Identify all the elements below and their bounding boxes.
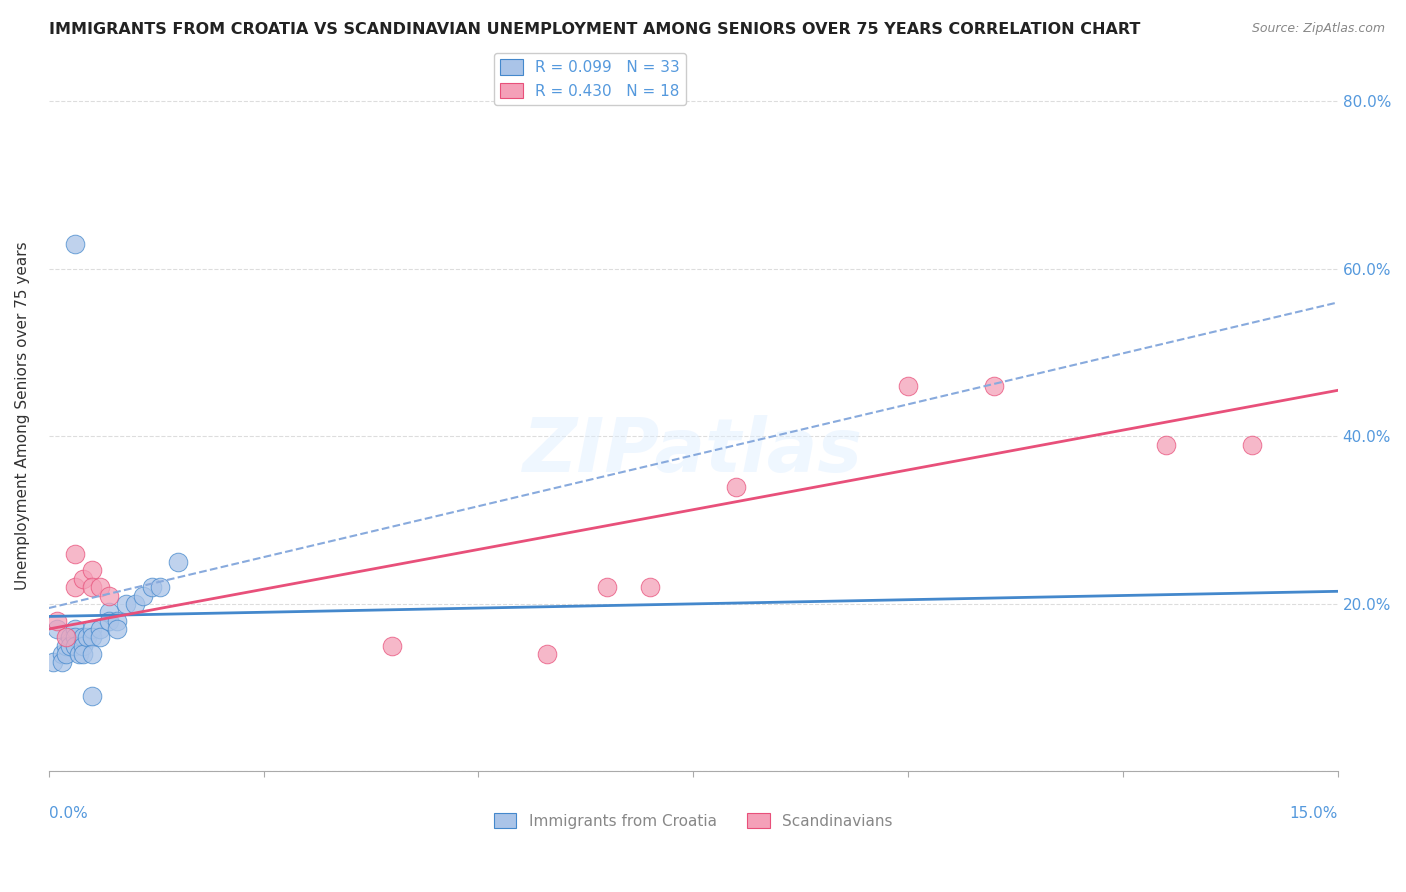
Point xyxy=(80,580,103,594)
Point xyxy=(80,689,103,703)
Point xyxy=(63,631,86,645)
Point xyxy=(1154,438,1177,452)
Point xyxy=(80,647,103,661)
Point xyxy=(67,647,90,661)
Point xyxy=(1240,438,1263,452)
Point xyxy=(107,614,129,628)
Point xyxy=(46,622,69,636)
Point xyxy=(107,622,129,636)
Point xyxy=(983,379,1005,393)
Point xyxy=(166,555,188,569)
Point xyxy=(149,580,172,594)
Point xyxy=(115,597,138,611)
Point xyxy=(63,622,86,636)
Point xyxy=(89,580,111,594)
Text: 0.0%: 0.0% xyxy=(49,805,87,821)
Point xyxy=(55,631,77,645)
Point xyxy=(55,639,77,653)
Point xyxy=(63,580,86,594)
Point xyxy=(596,580,619,594)
Point xyxy=(89,622,111,636)
Point xyxy=(51,656,73,670)
Point xyxy=(55,647,77,661)
Point xyxy=(536,647,558,661)
Point xyxy=(72,631,94,645)
Point xyxy=(80,622,103,636)
Text: IMMIGRANTS FROM CROATIA VS SCANDINAVIAN UNEMPLOYMENT AMONG SENIORS OVER 75 YEARS: IMMIGRANTS FROM CROATIA VS SCANDINAVIAN … xyxy=(49,22,1140,37)
Point xyxy=(124,597,146,611)
Point xyxy=(89,631,111,645)
Point xyxy=(63,639,86,653)
Point xyxy=(141,580,163,594)
Point xyxy=(72,647,94,661)
Point xyxy=(725,480,748,494)
Point xyxy=(51,647,73,661)
Point xyxy=(97,589,120,603)
Point xyxy=(59,631,82,645)
Point xyxy=(132,589,155,603)
Y-axis label: Unemployment Among Seniors over 75 years: Unemployment Among Seniors over 75 years xyxy=(15,241,30,590)
Point xyxy=(638,580,661,594)
Legend: Immigrants from Croatia, Scandinavians: Immigrants from Croatia, Scandinavians xyxy=(488,806,898,835)
Point xyxy=(80,631,103,645)
Point xyxy=(897,379,920,393)
Point xyxy=(42,656,65,670)
Point xyxy=(97,605,120,619)
Point xyxy=(59,639,82,653)
Point xyxy=(63,547,86,561)
Point xyxy=(80,563,103,577)
Point xyxy=(46,614,69,628)
Point xyxy=(72,572,94,586)
Text: 15.0%: 15.0% xyxy=(1289,805,1337,821)
Point xyxy=(97,614,120,628)
Text: Source: ZipAtlas.com: Source: ZipAtlas.com xyxy=(1251,22,1385,36)
Point xyxy=(63,236,86,251)
Point xyxy=(381,639,404,653)
Point xyxy=(76,631,98,645)
Point xyxy=(72,639,94,653)
Text: ZIPatlas: ZIPatlas xyxy=(523,415,863,488)
